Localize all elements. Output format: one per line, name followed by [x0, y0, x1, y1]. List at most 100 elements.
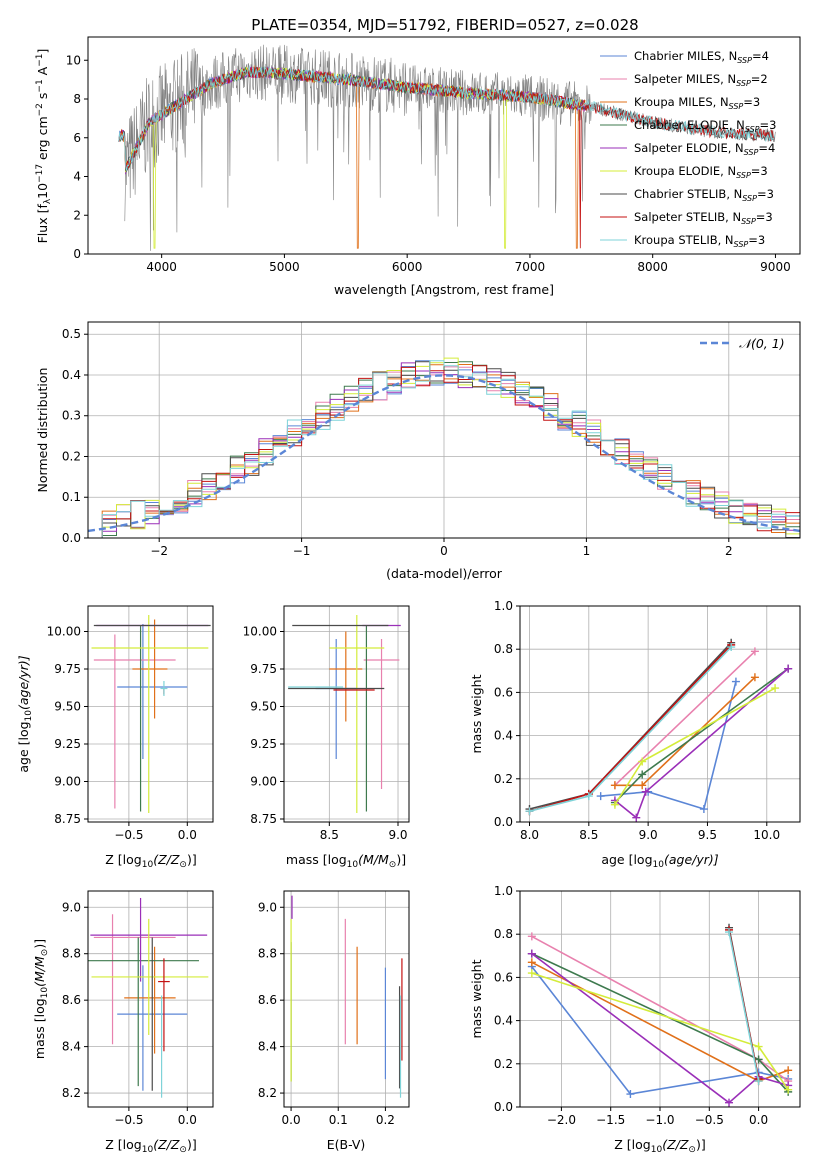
y-tick-label: 0.1 — [62, 490, 81, 504]
plot-area — [290, 895, 403, 1098]
weight-series-line — [614, 667, 789, 820]
weight-series-line — [728, 931, 760, 1082]
x-tick-label: 8.5 — [320, 828, 339, 842]
weight-point-marker — [527, 949, 536, 958]
x-tick-label: 9.0 — [639, 828, 658, 842]
x-axis-label: Z [log10(Z/Z⊙)] — [105, 852, 196, 870]
weight-point-marker — [784, 664, 793, 673]
x-axis-label: Z [log10(Z/Z⊙)] — [105, 1137, 196, 1155]
y-tick-label: 6 — [73, 131, 81, 145]
y-axis-label: mass weight — [469, 674, 484, 753]
weight-point-marker — [626, 1090, 635, 1099]
plot-area — [525, 638, 793, 822]
axes-frame — [519, 605, 801, 823]
weight-vs-age-panel: 8.0 8.5 9.0 9.5 10.0 0.0 0.2 0.4 0.6 0.8 1.0 age [l… — [469, 599, 801, 870]
legend-entry: Chabrier STELIB, NSSP=3 — [634, 187, 774, 203]
y-tick-label: 0.4 — [62, 368, 81, 382]
y-tick-label: 0.8 — [494, 642, 513, 656]
residual-histogram — [88, 360, 800, 538]
x-tick-label: 0.2 — [376, 1113, 395, 1127]
weight-point-marker — [784, 1085, 793, 1094]
x-axis-label: mass [log10(M/M⊙)] — [286, 852, 406, 870]
y-tick-label: 0.5 — [62, 327, 81, 341]
legend-entry: Kroupa ELODIE, NSSP=3 — [634, 164, 768, 180]
legend-entry: Salpeter MILES, NSSP=2 — [634, 72, 768, 88]
x-tick-label: −0.5 — [114, 1113, 143, 1127]
y-axis-label: Normed distribution — [35, 368, 50, 493]
weight-point-marker — [584, 792, 593, 801]
weight-point-marker — [725, 928, 734, 937]
x-tick-label: 0.0 — [282, 1113, 301, 1127]
y-tick-label: 9.75 — [54, 662, 81, 676]
y-tick-label: 0.3 — [62, 409, 81, 423]
residuals-panel: −2 −1 0 1 2 0.0 0.1 0.2 0.3 0.4 0.5 (data-model)/er… — [35, 321, 801, 581]
plot-area — [88, 897, 209, 1098]
legend-entry: Chabrier MILES, NSSP=4 — [634, 49, 769, 65]
y-tick-label: 8.6 — [258, 993, 277, 1007]
y-tick-label: 9.0 — [62, 900, 81, 914]
weight-series-line — [529, 642, 732, 810]
y-tick-label: 0.4 — [494, 1014, 513, 1028]
x-tick-label: −1 — [293, 544, 311, 558]
plot-area — [118, 44, 776, 251]
x-tick-label: 0.1 — [329, 1113, 348, 1127]
y-tick-label: 9.50 — [250, 700, 277, 714]
y-tick-label: 0.0 — [494, 815, 513, 829]
x-tick-label: 8.5 — [579, 828, 598, 842]
plot-area — [88, 357, 800, 538]
x-axis-label: Z [log10(Z/Z⊙)] — [614, 1137, 705, 1155]
weight-point-marker — [610, 781, 619, 790]
x-tick-label: −0.5 — [114, 828, 143, 842]
weight-series-line — [614, 650, 756, 786]
weight-point-marker — [725, 1098, 734, 1107]
y-tick-label: 8.8 — [62, 947, 81, 961]
weight-point-marker — [527, 958, 536, 967]
axes-frame — [87, 605, 214, 823]
x-tick-label: 8.0 — [520, 828, 539, 842]
y-tick-label: 8.8 — [258, 947, 277, 961]
y-tick-label: 0.2 — [62, 449, 81, 463]
x-tick-label: −1.0 — [645, 1113, 674, 1127]
weight-point-marker — [784, 1066, 793, 1075]
x-tick-label: 9000 — [760, 260, 791, 274]
x-tick-label: 10.0 — [753, 828, 780, 842]
y-axis-label: Flux [fλ10−17 erg cm−2 s−1 A−1] — [35, 49, 53, 244]
y-tick-label: 10 — [66, 53, 81, 67]
legend-entry: Salpeter ELODIE, NSSP=4 — [634, 141, 775, 157]
y-axis-label: mass weight — [469, 959, 484, 1038]
y-tick-label: 9.00 — [250, 775, 277, 789]
x-axis-label: E(B-V) — [327, 1137, 366, 1152]
axes-frame — [283, 605, 410, 823]
x-tick-label: 0.0 — [178, 828, 197, 842]
mass-vs-ebv-panel: 0.0 0.1 0.2 8.2 8.4 8.6 8.8 9.0 E(B-V) — [258, 890, 410, 1152]
weight-point-marker — [638, 781, 647, 790]
y-axis-label: age [log10(age/yr)] — [16, 655, 34, 772]
y-tick-label: 8.75 — [54, 812, 81, 826]
y-tick-label: 8.4 — [62, 1040, 81, 1054]
y-tick-label: 9.00 — [54, 775, 81, 789]
y-tick-label: 8.2 — [258, 1086, 277, 1100]
y-tick-label: 0.6 — [494, 970, 513, 984]
weight-series-line — [614, 687, 776, 806]
y-tick-label: 4 — [73, 170, 81, 184]
plot-area — [527, 923, 793, 1107]
y-tick-label: 9.0 — [258, 900, 277, 914]
y-tick-label: 0 — [73, 247, 81, 261]
axes-frame — [87, 36, 801, 255]
axes-frame — [283, 890, 410, 1108]
weight-series-line — [600, 681, 737, 811]
x-tick-label: 7000 — [515, 260, 546, 274]
y-tick-label: 1.0 — [494, 884, 513, 898]
y-tick-label: 0.8 — [494, 927, 513, 941]
weight-point-marker — [754, 1042, 763, 1051]
y-tick-label: 2 — [73, 208, 81, 222]
y-tick-label: 9.50 — [54, 700, 81, 714]
weight-point-marker — [754, 1055, 763, 1064]
y-tick-label: 10.00 — [47, 625, 81, 639]
legend-entry: Salpeter STELIB, NSSP=3 — [634, 210, 773, 226]
x-tick-label: 0 — [440, 544, 448, 558]
x-tick-label: 1 — [583, 544, 591, 558]
axes-frame — [87, 890, 214, 1108]
y-tick-label: 0.2 — [494, 1057, 513, 1071]
